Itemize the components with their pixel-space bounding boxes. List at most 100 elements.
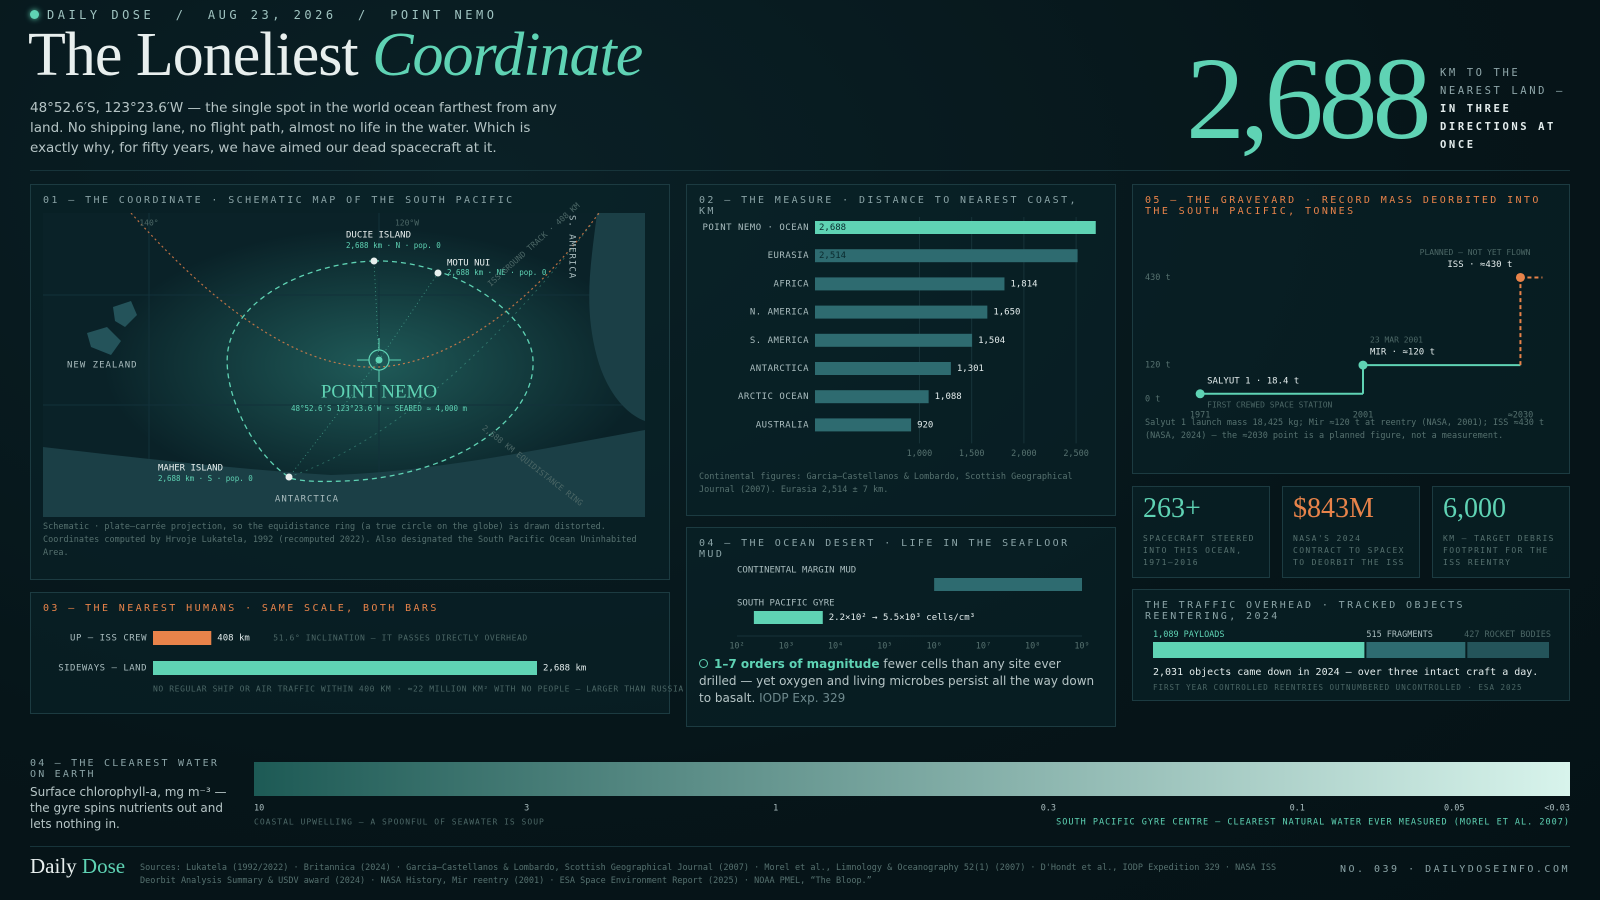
point-label: MIR · ≈120 t (1370, 348, 1435, 358)
annotation: FIRST CREWED SPACE STATION (1207, 400, 1332, 409)
x-tick-label: 10² (729, 642, 744, 652)
humans-chart: UP — ISS CREW 408 km 51.6° INCLINATION — I… (58, 631, 683, 694)
bullet (699, 659, 708, 668)
point (1195, 389, 1205, 399)
scale-caption: COASTAL UPWELLING — A SPOONFUL OF SEAWAT… (254, 818, 545, 827)
measure-panel: 02 — THE MEASURE · DISTANCE TO NEAREST C… (686, 184, 1116, 516)
category-label: UP — ISS CREW (70, 634, 147, 644)
kicker: DAILY DOSE / AUG 23, 2026 / POINT NEMO (30, 8, 497, 22)
bar-note: NO REGULAR SHIP OR AIR TRAFFIC WITHIN 40… (153, 685, 684, 694)
map-panel: 01 — THE COORDINATE · SCHEMATIC MAP OF T… (30, 184, 670, 580)
clarity-title: 04 — THE CLEAREST WATER ON EARTH (30, 758, 220, 780)
title-em: Coordinate (372, 21, 643, 89)
x-tick-label: 1971 (1190, 411, 1210, 421)
value-label: 2,514 (819, 251, 846, 261)
stat-label: KM — TARGET DEBRIS FOOTPRINT FOR THE ISS… (1443, 534, 1555, 567)
humans-panel: 03 — THE NEAREST HUMANS · SAME SCALE, BO… (30, 592, 683, 714)
y-tick-label: 120 t (1145, 361, 1171, 371)
hero-caption-em: IN THREE DIRECTIONS AT ONCE (1440, 103, 1556, 151)
category-label: ANTARCTICA (750, 364, 809, 374)
value-label: 1,814 (1010, 279, 1037, 289)
stat-card: 6,000 KM — TARGET DEBRIS FOOTPRINT FOR T… (1432, 486, 1570, 578)
segment-name: PAYLOADS (1184, 630, 1225, 640)
chart-note: Salyut 1 launch mass 18,425 kg; Mir ≈120… (1145, 418, 1545, 441)
x-tick-label: <0.03 (1544, 804, 1570, 814)
stat-card: 263+ SPACECRAFT STEERED INTO THIS OCEAN,… (1132, 486, 1270, 578)
point-label: ISS · ≈430 t (1447, 260, 1512, 270)
stat-value: $843M (1293, 493, 1374, 524)
bar (815, 390, 929, 404)
brand-main: Daily (30, 854, 77, 878)
traffic-note: FIRST YEAR CONTROLLED REENTRIES OUTNUMBE… (1153, 683, 1523, 692)
x-tick-label: ≈2030 (1508, 411, 1534, 421)
map-note: Schematic · plate–carrée projection, so … (43, 522, 637, 558)
maher-marker (285, 473, 293, 481)
segment-name: ROCKET BODIES (1484, 630, 1551, 640)
sources: Sources: Lukatela (1992/2022) · Britanni… (140, 863, 1277, 886)
seafloor-chart: 10² 10³ 10⁴ 10⁵ 10⁶ 10⁷ 10⁸ 10⁹ CONTINENTAL MARG… (729, 566, 1089, 652)
panel-title: 03 — THE NEAREST HUMANS · SAME SCALE, BO… (43, 603, 439, 614)
annotation: 23 MAR 2001 (1370, 336, 1423, 345)
hero-caption-text: KM TO THE NEAREST LAND — (1440, 67, 1565, 97)
point-nemo-detail: 48°52.6′S 123°23.6′W · SEABED ≈ 4,000 m (291, 404, 468, 413)
finding-source: IODP Exp. 329 (759, 691, 846, 705)
x-tick-label: 10⁸ (1025, 642, 1040, 652)
point (1515, 272, 1525, 282)
legend-label: 515 FRAGMENTS (1366, 630, 1432, 640)
point-label: SALYUT 1 · 18.4 t (1207, 376, 1299, 386)
range-bar (753, 611, 823, 624)
value-label: 408 km (217, 634, 250, 644)
x-tick-label: 2,500 (1063, 449, 1089, 459)
seafloor-finding: 1–7 orders of magnitude fewer cells than… (699, 656, 1099, 707)
point-nemo-reticle (357, 338, 401, 382)
finding-body: fewer cells than any site ever drilled —… (699, 657, 1095, 705)
bar (153, 631, 212, 645)
x-tick-label: 0.1 (1290, 804, 1305, 814)
south-america-shape (589, 213, 645, 421)
value-label: 1,504 (978, 336, 1005, 346)
bar (815, 277, 1005, 291)
divider (30, 170, 1570, 171)
value-label: 1,650 (993, 308, 1020, 318)
panel-title: 04 — THE OCEAN DESERT · LIFE IN THE SEAF… (699, 538, 1070, 560)
bar (815, 333, 973, 347)
point-detail: 2,688 km · S · pop. 0 (158, 474, 253, 483)
segment-value: 427 (1464, 630, 1479, 640)
stat-label: SPACECRAFT STEERED INTO THIS OCEAN, 1971… (1143, 534, 1255, 567)
category-label: SIDEWAYS — LAND (58, 664, 147, 674)
brand: Daily Dose (30, 854, 125, 879)
map: 140° 120°W NEW ZEALAND ANTARCTICA S. AME… (43, 201, 645, 517)
kicker-text: DAILY DOSE / AUG 23, 2026 / POINT NEMO (47, 8, 498, 22)
intro: 48°52.6′S, 123°23.6′W — the single spot … (30, 100, 557, 156)
iss-track (130, 213, 600, 368)
divider (30, 846, 1570, 847)
motu-nui-marker (434, 269, 442, 277)
x-tick-label: 10 (254, 804, 264, 814)
x-tick-label: 10⁹ (1074, 642, 1089, 652)
page-title: The Loneliest Coordinate (28, 20, 643, 91)
kicker-dot (30, 10, 39, 19)
x-tick-label: 10⁶ (926, 642, 941, 652)
panel-title: 05 — THE GRAVEYARD · RECORD MASS DEORBIT… (1145, 195, 1541, 217)
panel-title: THE TRAFFIC OVERHEAD · TRACKED OBJECTS R… (1145, 600, 1465, 622)
value-label: 1,088 (935, 392, 962, 402)
category-label: EURASIA (768, 251, 810, 261)
value-label: 1,301 (957, 364, 984, 374)
legend-label: 1,089 PAYLOADS (1153, 630, 1225, 640)
panel-title: 02 — THE MEASURE · DISTANCE TO NEAREST C… (699, 195, 1078, 217)
bar-note: 51.6° INCLINATION — IT PASSES DIRECTLY O… (273, 634, 528, 643)
x-tick-label: 0.05 (1444, 804, 1464, 814)
traffic-chart: 1,089 PAYLOADS 515 FRAGMENTS 427 ROCKET BODIE… (1153, 630, 1551, 658)
issue: NO. 039 · DAILYDOSEINFO.COM (1339, 864, 1570, 875)
category-label: SOUTH PACIFIC GYRE (737, 599, 835, 609)
category-label: CONTINENTAL MARGIN MUD (737, 566, 856, 576)
legend-label: 427 ROCKET BODIES (1464, 630, 1551, 640)
x-tick-label: 10⁷ (976, 642, 991, 652)
y-tick-label: 430 t (1145, 273, 1171, 283)
value-label: 2.2×10² → 5.5×10³ cells/cm³ (829, 613, 975, 623)
point (1358, 360, 1368, 370)
bar (815, 221, 1096, 234)
category-label: POINT NEMO · OCEAN (702, 223, 809, 233)
x-tick-label: 1 (773, 804, 778, 814)
